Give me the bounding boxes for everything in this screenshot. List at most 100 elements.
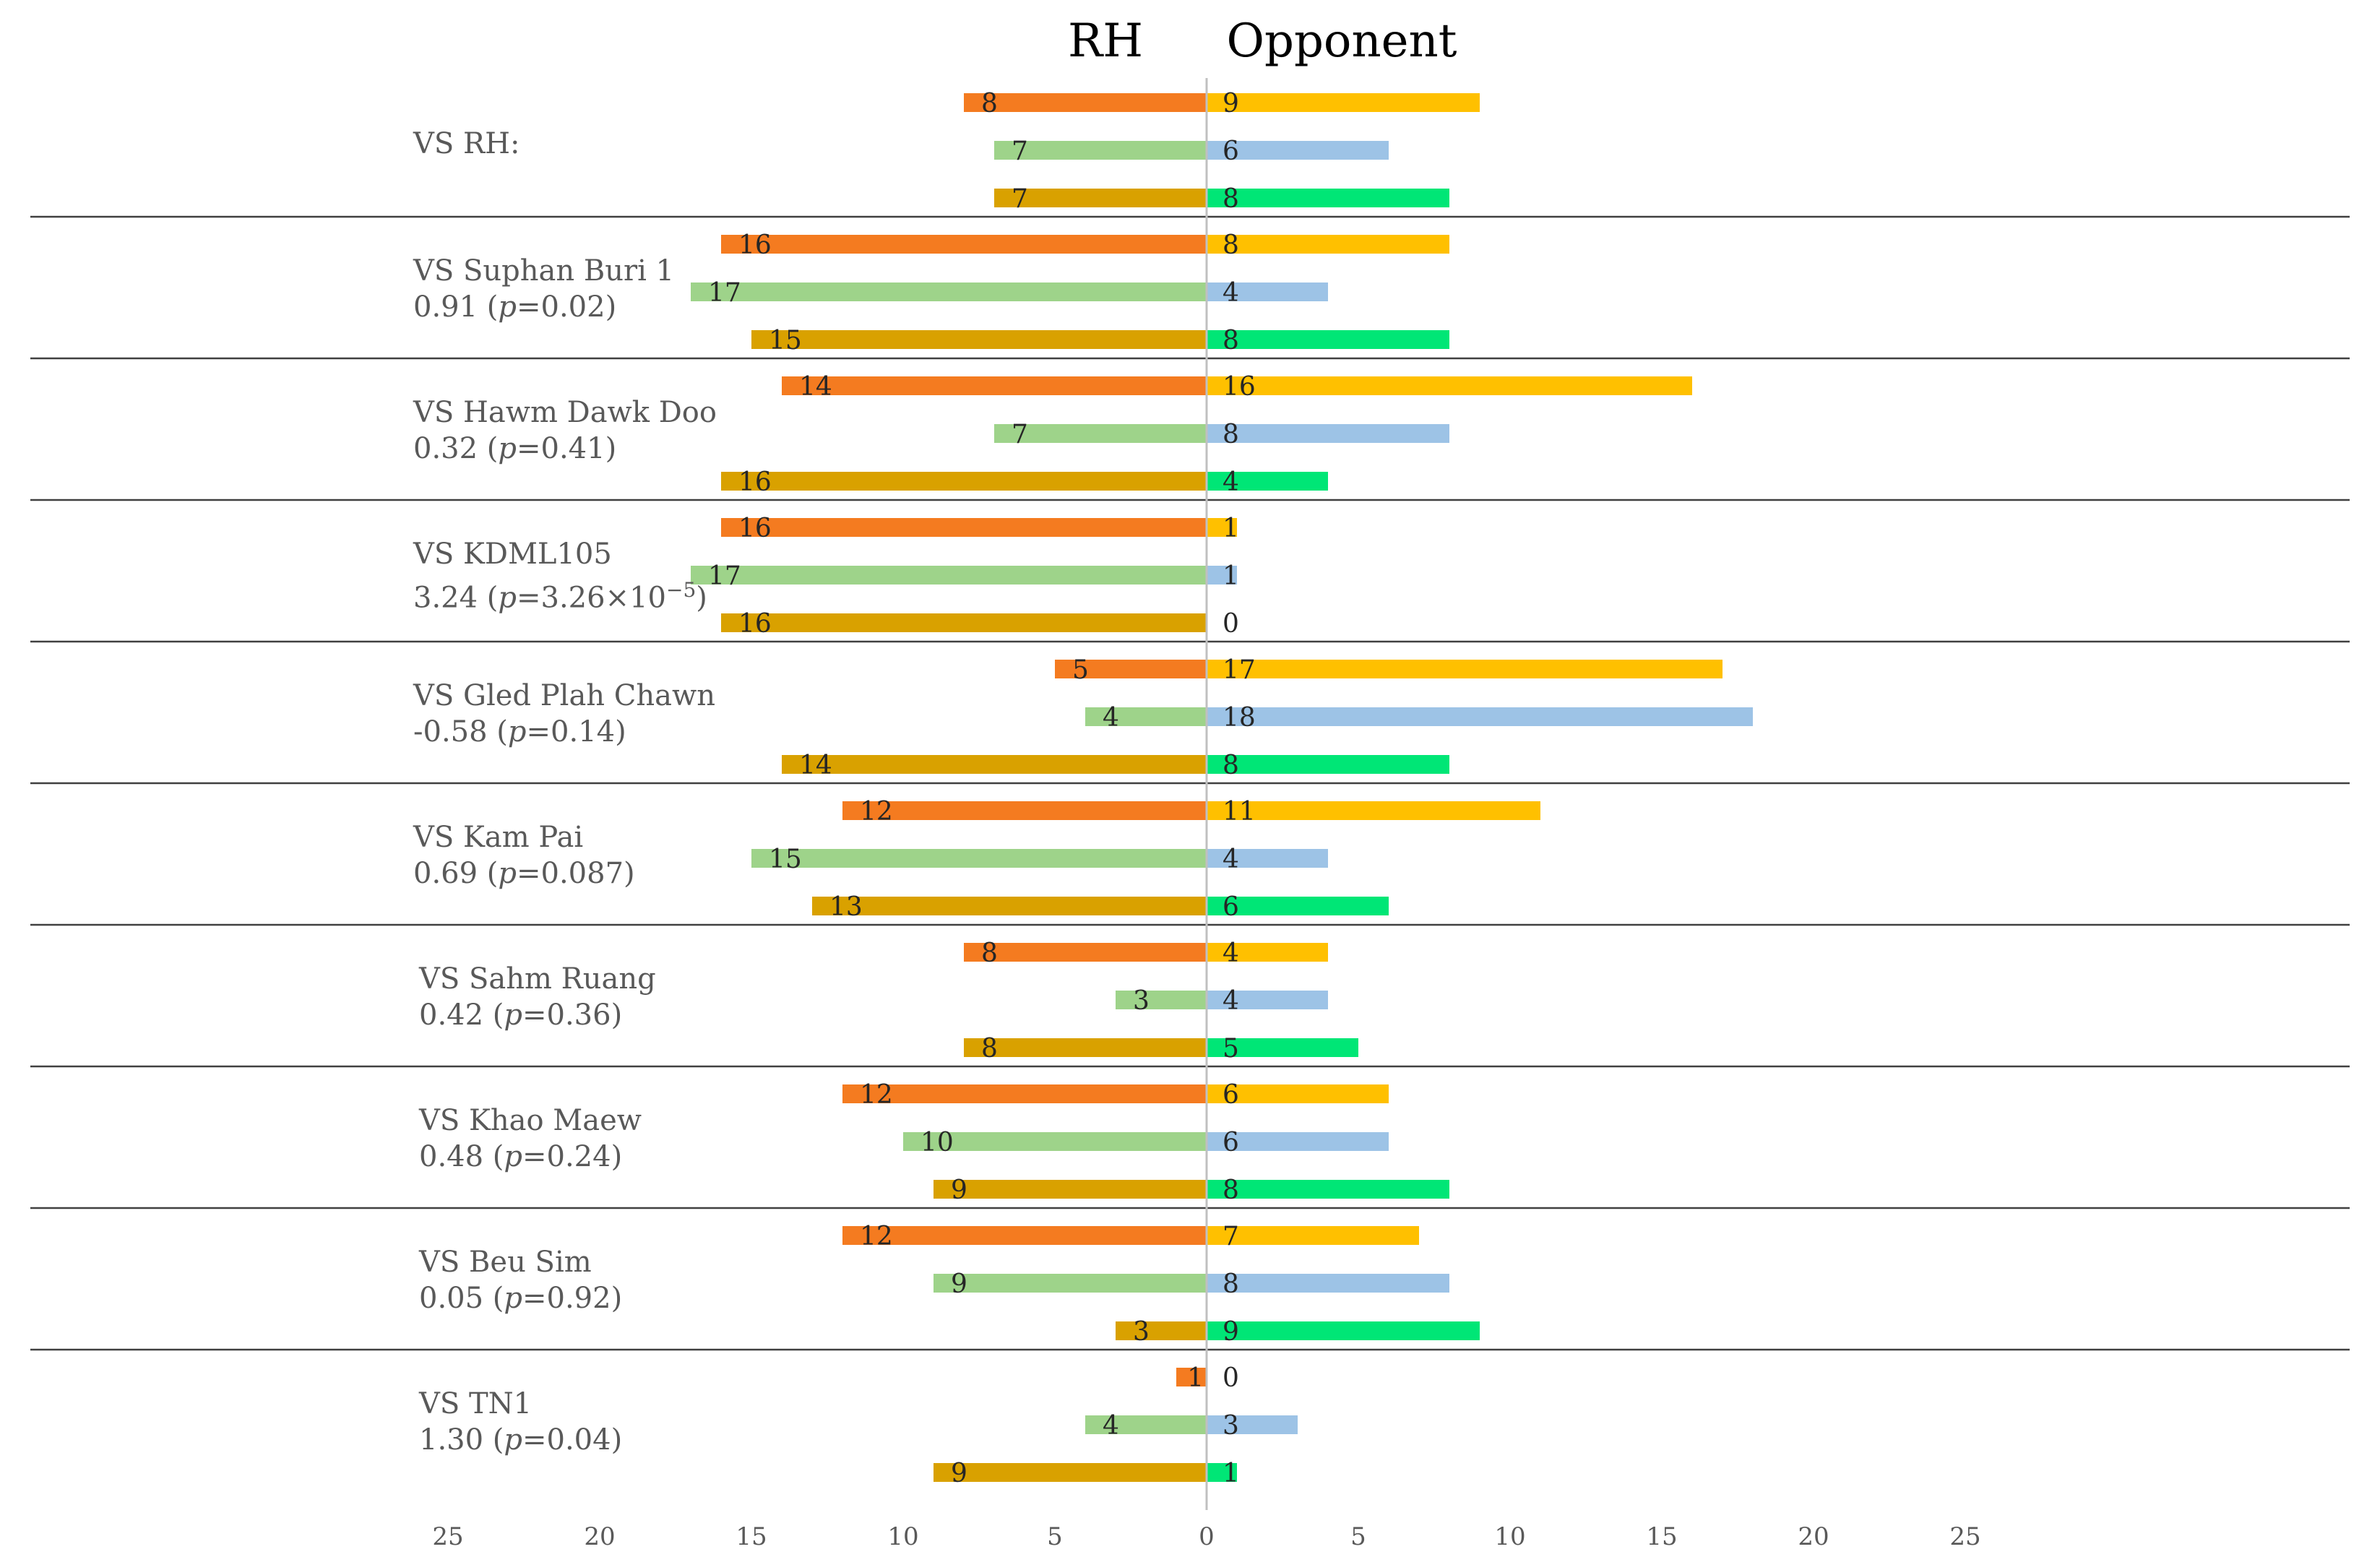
rh-bar	[691, 566, 1207, 585]
stat-value: 0.48	[419, 1140, 484, 1173]
rh-bar	[1176, 1368, 1207, 1386]
opponent-value-label: 3	[1223, 1411, 1239, 1441]
group-stat: 0.48 (p=0.24)	[419, 1140, 623, 1173]
opponent-bar	[1207, 1038, 1358, 1057]
opponent-value-label: 17	[1223, 655, 1256, 685]
opponent-bar	[1207, 1132, 1389, 1151]
group-name: VS Khao Maew	[419, 1104, 642, 1137]
rh-value-label: 17	[708, 561, 741, 591]
group-stat: 0.42 (p=0.36)	[419, 999, 623, 1032]
rh-bar	[842, 1226, 1207, 1245]
rh-bar	[964, 943, 1207, 962]
opponent-value-label: 4	[1223, 939, 1239, 968]
rh-value-label: 16	[738, 514, 772, 543]
opponent-value-label: 9	[1223, 89, 1239, 118]
group-name: VS RH:	[413, 127, 520, 160]
group-name: VS Suphan Buri 1	[413, 254, 675, 288]
rh-bar	[994, 424, 1207, 443]
group-label: VS Beu Sim 0.05 (p=0.92)	[419, 1244, 622, 1316]
opponent-bar	[1207, 1084, 1389, 1103]
opponent-value-label: 0	[1223, 609, 1239, 639]
opponent-value-label: 7	[1223, 1222, 1239, 1251]
opponent-value-label: 6	[1223, 1080, 1239, 1110]
rh-value-label: 15	[769, 845, 802, 874]
stat-value: 0.42	[419, 999, 484, 1032]
opponent-value-label: 8	[1223, 420, 1239, 449]
rh-bar	[934, 1463, 1207, 1482]
stat-value: -0.58	[413, 715, 488, 749]
rh-bar	[842, 801, 1207, 820]
rh-value-label: 9	[951, 1459, 967, 1488]
group-name: VS KDML105	[413, 538, 612, 571]
rh-bar	[994, 141, 1207, 160]
rh-value-label: 12	[860, 797, 893, 827]
group-name: VS TN1	[419, 1387, 533, 1420]
rh-value-label: 8	[981, 1034, 998, 1064]
group-stat: 0.69 (p=0.087)	[413, 857, 635, 890]
x-tick-label: 25	[432, 1522, 463, 1551]
rh-bar	[721, 613, 1207, 632]
rh-bar	[842, 1084, 1207, 1103]
rh-value-label: 16	[738, 230, 772, 260]
group-stat: 0.91 (p=0.02)	[413, 290, 617, 324]
group-name: VS Kam Pai	[413, 821, 584, 854]
p-value: 3.26×10	[540, 581, 666, 615]
rh-bar	[812, 897, 1207, 915]
rh-bar	[964, 93, 1207, 112]
group-label: VS Hawm Dawk Doo 0.32 (p=0.41)	[413, 394, 717, 467]
x-tick-label: 20	[1798, 1522, 1829, 1551]
rh-value-label: 8	[981, 89, 998, 118]
opponent-value-label: 9	[1223, 1317, 1239, 1347]
rh-value-label: 3	[1133, 1317, 1150, 1347]
group-label: VS Suphan Buri 1 0.91 (p=0.02)	[413, 253, 674, 325]
rh-bar	[721, 518, 1207, 537]
x-tick-label: 10	[887, 1522, 918, 1551]
rh-value-label: 13	[829, 892, 863, 922]
opponent-bar	[1207, 330, 1449, 349]
rh-value-label: 4	[1103, 1411, 1119, 1441]
rh-bar	[1085, 1415, 1207, 1434]
stat-value: 0.05	[419, 1282, 484, 1315]
opponent-value-label: 8	[1223, 326, 1239, 355]
opponent-value-label: 5	[1223, 1034, 1239, 1064]
stat-value: 1.30	[419, 1423, 484, 1457]
opponent-bar	[1207, 1180, 1449, 1199]
rh-value-label: 7	[1012, 137, 1028, 166]
opponent-value-label: 1	[1223, 561, 1239, 591]
opponent-value-label: 1	[1223, 1459, 1239, 1488]
rh-value-label: 16	[738, 467, 772, 497]
group-label: VS TN1 1.30 (p=0.04)	[419, 1386, 622, 1458]
x-tick-label: 5	[1350, 1522, 1366, 1551]
rh-value-label: 15	[769, 326, 802, 355]
group-label: VS Gled Plah Chawn -0.58 (p=0.14)	[413, 678, 715, 750]
p-value: 0.04	[546, 1423, 611, 1457]
opponent-value-label: 6	[1223, 1128, 1239, 1157]
group-stat: 0.32 (p=0.41)	[413, 432, 617, 465]
opponent-bar	[1207, 518, 1237, 537]
x-tick-label: 5	[1047, 1522, 1063, 1551]
rh-value-label: 16	[738, 609, 772, 639]
opponent-header: Opponent	[1227, 14, 1457, 68]
group-name: VS Sahm Ruang	[419, 962, 656, 996]
opponent-value-label: 8	[1223, 1269, 1239, 1299]
opponent-value-label: 11	[1223, 797, 1256, 827]
p-value: 0.24	[546, 1140, 611, 1173]
group-name: VS Hawm Dawk Doo	[413, 396, 717, 429]
opponent-bar	[1207, 849, 1328, 868]
opponent-bar	[1207, 235, 1449, 254]
p-value: 0.92	[546, 1282, 611, 1315]
opponent-bar	[1207, 991, 1328, 1009]
p-value: 0.14	[551, 715, 616, 749]
x-tick-label: 10	[1494, 1522, 1525, 1551]
group-name: VS Gled Plah Chawn	[413, 679, 715, 712]
stat-value: 0.91	[413, 290, 478, 324]
opponent-value-label: 8	[1223, 1176, 1239, 1205]
opponent-value-label: 16	[1223, 372, 1256, 402]
opponent-value-label: 8	[1223, 230, 1239, 260]
group-label: VS Khao Maew 0.48 (p=0.24)	[419, 1103, 642, 1175]
p-value: 0.41	[540, 432, 605, 465]
opponent-bar	[1207, 755, 1449, 774]
opponent-value-label: 8	[1223, 184, 1239, 214]
rh-value-label: 12	[860, 1222, 893, 1251]
rh-value-label: 12	[860, 1080, 893, 1110]
